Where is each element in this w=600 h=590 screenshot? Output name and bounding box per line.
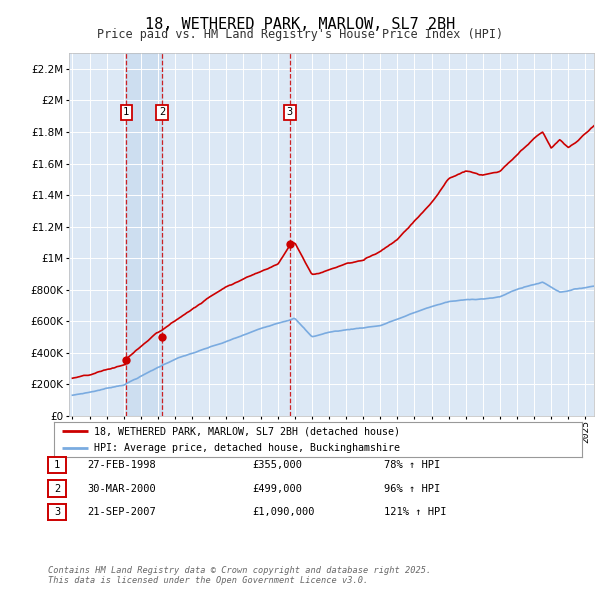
Text: 3: 3 [287, 107, 293, 117]
Text: 1: 1 [123, 107, 130, 117]
Text: £499,000: £499,000 [252, 484, 302, 493]
Text: £1,090,000: £1,090,000 [252, 507, 314, 517]
Text: 3: 3 [54, 507, 60, 517]
Text: 121% ↑ HPI: 121% ↑ HPI [384, 507, 446, 517]
Text: 96% ↑ HPI: 96% ↑ HPI [384, 484, 440, 493]
Text: 78% ↑ HPI: 78% ↑ HPI [384, 460, 440, 470]
Bar [126, 53, 162, 416]
Text: 18, WETHERED PARK, MARLOW, SL7 2BH: 18, WETHERED PARK, MARLOW, SL7 2BH [145, 17, 455, 31]
Text: 21-SEP-2007: 21-SEP-2007 [87, 507, 156, 517]
Text: £355,000: £355,000 [252, 460, 302, 470]
Text: 18, WETHERED PARK, MARLOW, SL7 2BH (detached house): 18, WETHERED PARK, MARLOW, SL7 2BH (deta… [94, 427, 400, 437]
Text: Price paid vs. HM Land Registry's House Price Index (HPI): Price paid vs. HM Land Registry's House … [97, 28, 503, 41]
Text: HPI: Average price, detached house, Buckinghamshire: HPI: Average price, detached house, Buck… [94, 444, 400, 453]
Text: 2: 2 [159, 107, 166, 117]
Text: 30-MAR-2000: 30-MAR-2000 [87, 484, 156, 493]
Text: 1: 1 [54, 460, 60, 470]
Text: 2: 2 [54, 484, 60, 493]
Text: 27-FEB-1998: 27-FEB-1998 [87, 460, 156, 470]
Text: Contains HM Land Registry data © Crown copyright and database right 2025.
This d: Contains HM Land Registry data © Crown c… [48, 566, 431, 585]
